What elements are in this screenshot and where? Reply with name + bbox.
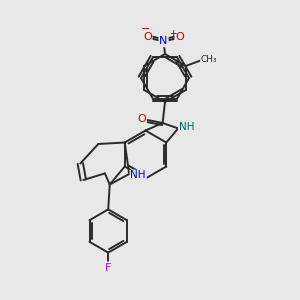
Text: O: O bbox=[175, 32, 184, 42]
Text: −: − bbox=[141, 24, 151, 34]
Text: NH: NH bbox=[130, 170, 146, 181]
Text: +: + bbox=[169, 29, 176, 38]
Text: CH₃: CH₃ bbox=[201, 55, 217, 64]
Text: NH: NH bbox=[179, 122, 194, 132]
Text: O: O bbox=[137, 113, 146, 124]
Text: O: O bbox=[143, 32, 152, 42]
Text: N: N bbox=[159, 36, 168, 46]
Text: F: F bbox=[105, 262, 111, 273]
